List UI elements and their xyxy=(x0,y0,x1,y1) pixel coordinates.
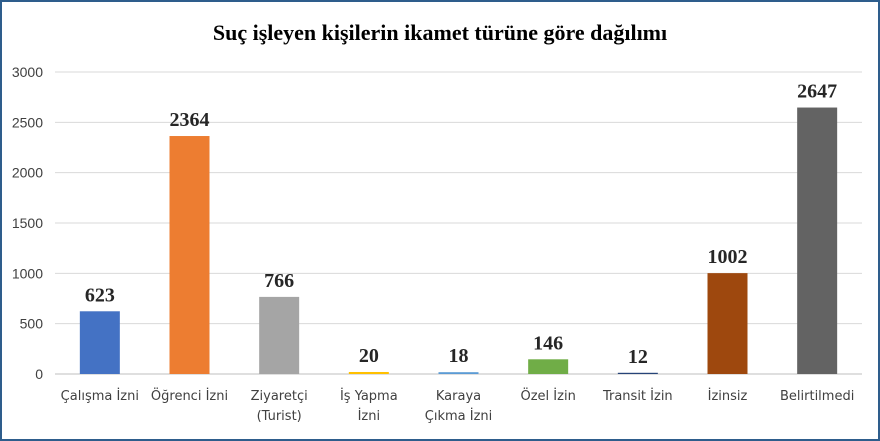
bar xyxy=(528,359,569,374)
x-tick-label: Çalışma İzni xyxy=(61,388,139,404)
y-tick-label: 1500 xyxy=(12,215,43,231)
x-tick-label-line: İş Yapma xyxy=(340,388,398,404)
data-label: 12 xyxy=(628,346,648,368)
bar xyxy=(259,296,300,374)
x-tick-label-line: Çalışma İzni xyxy=(61,388,139,404)
y-tick-label: 500 xyxy=(20,316,44,332)
x-tick-label-line: Özel İzin xyxy=(521,387,576,404)
x-tick-label-line: Karaya xyxy=(436,389,481,404)
x-tick-label: Öğrenci İzni xyxy=(151,387,228,404)
bar xyxy=(438,372,479,374)
y-tick-label: 0 xyxy=(35,366,43,382)
data-label: 2647 xyxy=(797,81,837,103)
data-label: 20 xyxy=(359,345,379,367)
x-tick-label-line: İzinsiz xyxy=(708,388,748,404)
x-tick-label-line: Ziyaretçi xyxy=(251,389,308,404)
x-tick-label: İzinsiz xyxy=(708,388,748,404)
bar xyxy=(169,136,210,374)
data-label: 146 xyxy=(533,332,563,354)
x-tick-label: Karaya Çıkma İzni xyxy=(425,389,493,424)
y-tick-label: 2500 xyxy=(12,114,43,130)
x-tick-label: İş Yapma İzni xyxy=(340,388,398,424)
x-tick-label: Belirtilmedi xyxy=(780,389,854,404)
chart-title: Suç işleyen kişilerin ikamet türüne göre… xyxy=(213,20,667,45)
bar xyxy=(797,107,838,374)
x-tick-label-line: Belirtilmedi xyxy=(780,389,854,404)
data-label: 18 xyxy=(449,345,469,367)
bars xyxy=(79,107,838,374)
x-tick-label-line: (Turist) xyxy=(257,409,302,424)
bar xyxy=(617,372,658,374)
data-label: 766 xyxy=(264,270,294,292)
x-tick-label-line: İzni xyxy=(358,408,381,424)
y-tick-label: 1000 xyxy=(12,265,43,281)
data-label: 1002 xyxy=(708,246,748,268)
y-tick-label: 2000 xyxy=(12,165,43,181)
x-tick-label: Ziyaretçi (Turist) xyxy=(251,389,308,424)
x-tick-label-line: Öğrenci İzni xyxy=(151,387,228,404)
data-label: 623 xyxy=(85,284,115,306)
bar xyxy=(348,371,389,374)
y-axis-ticks: 0 500 1000 1500 2000 2500 3000 xyxy=(12,64,43,382)
data-labels: 623 2364 766 20 18 146 12 1002 2647 xyxy=(85,81,837,368)
data-label: 2364 xyxy=(170,109,210,131)
x-tick-label-line: Çıkma İzni xyxy=(425,408,493,424)
bar xyxy=(79,311,120,374)
x-tick-label: Transit İzin xyxy=(602,388,673,404)
y-tick-label: 3000 xyxy=(12,64,43,80)
bar xyxy=(707,273,748,374)
x-tick-label: Özel İzin xyxy=(521,387,576,404)
x-tick-label-line: Transit İzin xyxy=(602,388,673,404)
x-axis-ticks: Çalışma İzni Öğrenci İzni Ziyaretçi (Turist… xyxy=(61,387,855,424)
